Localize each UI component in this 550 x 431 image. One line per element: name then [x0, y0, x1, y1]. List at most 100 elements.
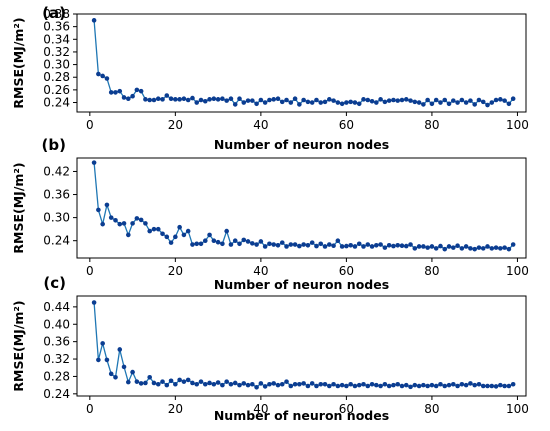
- data-point: [493, 384, 499, 389]
- data-point: [425, 383, 430, 389]
- data-point: [284, 244, 289, 249]
- data-point: [258, 381, 264, 386]
- data-point: [267, 381, 272, 387]
- data-point: [224, 98, 229, 103]
- x-axis-label: Number of neuron nodes: [214, 137, 389, 152]
- chart-panel-3: (c) 0 20 40 60 80 100 0.24 0.28 0.32 0.36 0.40 0.44 N…: [11, 274, 529, 423]
- data-point: [472, 246, 477, 252]
- data-point: [378, 97, 383, 102]
- data-point: [91, 300, 97, 305]
- data-point: [245, 98, 251, 103]
- data-point: [288, 242, 294, 247]
- data-point: [220, 382, 225, 388]
- data-point: [433, 246, 439, 251]
- y-tick-label: 0.38: [43, 7, 70, 21]
- data-point: [250, 241, 255, 246]
- data-point: [211, 96, 217, 102]
- data-point: [442, 246, 448, 252]
- data-point: [335, 238, 341, 243]
- data-point: [339, 382, 345, 388]
- data-point: [215, 97, 221, 102]
- data-point: [510, 242, 516, 247]
- y-tick-label: 0.44: [43, 300, 70, 314]
- panel-letter: (a): [42, 4, 66, 22]
- data-point: [143, 221, 148, 226]
- data-point: [463, 244, 469, 249]
- data-point: [241, 381, 247, 386]
- y-tick-label: 0.36: [43, 335, 70, 349]
- data-point: [305, 243, 311, 248]
- data-point: [104, 357, 110, 363]
- data-point: [245, 239, 251, 244]
- data-point: [485, 383, 490, 389]
- data-point: [485, 102, 490, 108]
- data-point: [493, 245, 499, 250]
- y-tick-label: 0.28: [43, 70, 70, 84]
- data-point: [459, 97, 465, 103]
- data-point: [143, 97, 148, 102]
- data-point: [126, 232, 131, 238]
- data-point: [147, 375, 152, 380]
- data-point: [399, 243, 405, 248]
- data-point: [164, 234, 170, 240]
- data-point: [130, 93, 135, 99]
- y-tick-label: 0.36: [43, 188, 70, 202]
- data-point: [438, 100, 443, 105]
- data-point: [121, 221, 127, 226]
- data-point: [374, 243, 379, 248]
- data-point: [309, 240, 315, 245]
- data-point: [250, 381, 255, 387]
- data-point: [160, 379, 165, 384]
- data-point: [151, 97, 157, 103]
- data-point: [185, 377, 191, 383]
- data-point: [297, 243, 302, 249]
- data-point: [472, 382, 477, 388]
- data-point: [232, 238, 238, 243]
- data-point: [399, 383, 405, 389]
- data-point: [468, 381, 473, 386]
- x-tick-label: 0: [86, 118, 94, 132]
- series-line: [93, 302, 514, 389]
- data-point: [480, 99, 486, 105]
- data-point: [416, 244, 422, 249]
- data-point: [331, 243, 336, 248]
- data-point: [446, 101, 452, 107]
- data-point: [108, 90, 114, 95]
- data-point: [348, 99, 353, 105]
- data-point: [442, 97, 448, 103]
- data-point: [254, 385, 259, 390]
- panel-letter: (b): [42, 136, 66, 154]
- data-point: [275, 382, 281, 388]
- data-point: [335, 383, 341, 389]
- data-point: [510, 381, 516, 387]
- data-point: [113, 218, 118, 223]
- data-point: [202, 381, 208, 387]
- data-point: [297, 102, 302, 107]
- data-point: [288, 383, 294, 389]
- data-point: [194, 100, 200, 105]
- data-point: [386, 98, 392, 103]
- data-point: [117, 221, 123, 227]
- x-tick-label: 100: [506, 264, 529, 278]
- x-tick-label: 0: [86, 402, 94, 416]
- data-point: [185, 97, 191, 103]
- data-point: [451, 245, 456, 250]
- data-point: [267, 97, 272, 103]
- data-point: [374, 382, 379, 388]
- data-point: [207, 380, 212, 386]
- data-point: [100, 73, 105, 79]
- data-point: [198, 379, 204, 384]
- data-point: [489, 383, 495, 389]
- data-point: [104, 202, 110, 208]
- data-point: [164, 382, 170, 388]
- data-point: [104, 76, 110, 81]
- data-point: [155, 381, 161, 387]
- data-point: [194, 381, 200, 387]
- data-point: [297, 381, 302, 387]
- data-point: [177, 97, 182, 102]
- data-point: [173, 97, 178, 102]
- data-point: [96, 207, 101, 213]
- y-tick-label: 0.26: [43, 83, 70, 97]
- data-point: [493, 97, 499, 103]
